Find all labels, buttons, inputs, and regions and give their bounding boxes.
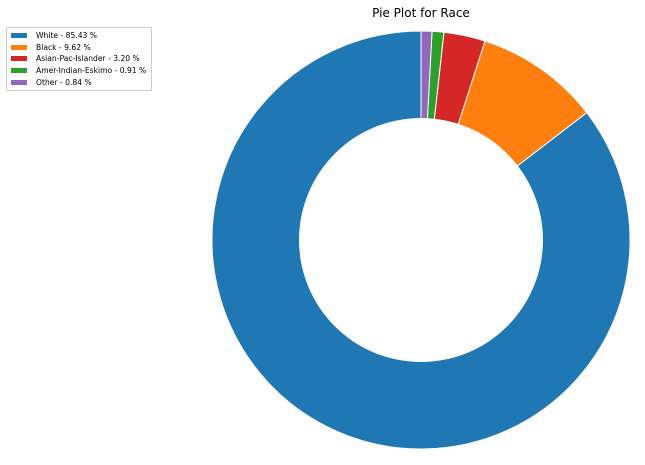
legend-swatch-white bbox=[11, 33, 27, 39]
legend-label-asian-pac-islander: Asian-Pac-Islander - 3.20 % bbox=[36, 54, 140, 64]
legend-swatch-amer-indian-eskimo bbox=[11, 68, 27, 74]
legend-item-white: White - 85.43 % bbox=[11, 30, 146, 42]
legend-swatch-asian-pac-islander bbox=[11, 56, 27, 62]
legend-item-other: Other - 0.84 % bbox=[11, 76, 146, 88]
legend-swatch-black bbox=[11, 44, 27, 50]
legend-label-black: Black - 9.62 % bbox=[36, 42, 91, 52]
legend-label-white: White - 85.43 % bbox=[36, 31, 98, 41]
donut-hole bbox=[299, 118, 543, 362]
legend-swatch-other bbox=[11, 79, 27, 85]
legend-item-amer-indian-eskimo: Amer-Indian-Eskimo - 0.91 % bbox=[11, 65, 146, 77]
chart-title: Pie Plot for Race bbox=[372, 6, 470, 20]
legend-item-black: Black - 9.62 % bbox=[11, 42, 146, 54]
legend: White - 85.43 % Black - 9.62 % Asian-Pac-I… bbox=[6, 27, 153, 91]
legend-items: White - 85.43 % Black - 9.62 % Asian-Pac-I… bbox=[11, 30, 146, 88]
legend-item-asian-pac-islander: Asian-Pac-Islander - 3.20 % bbox=[11, 53, 146, 65]
legend-label-amer-indian-eskimo: Amer-Indian-Eskimo - 0.91 % bbox=[36, 66, 147, 76]
legend-label-other: Other - 0.84 % bbox=[36, 77, 92, 87]
